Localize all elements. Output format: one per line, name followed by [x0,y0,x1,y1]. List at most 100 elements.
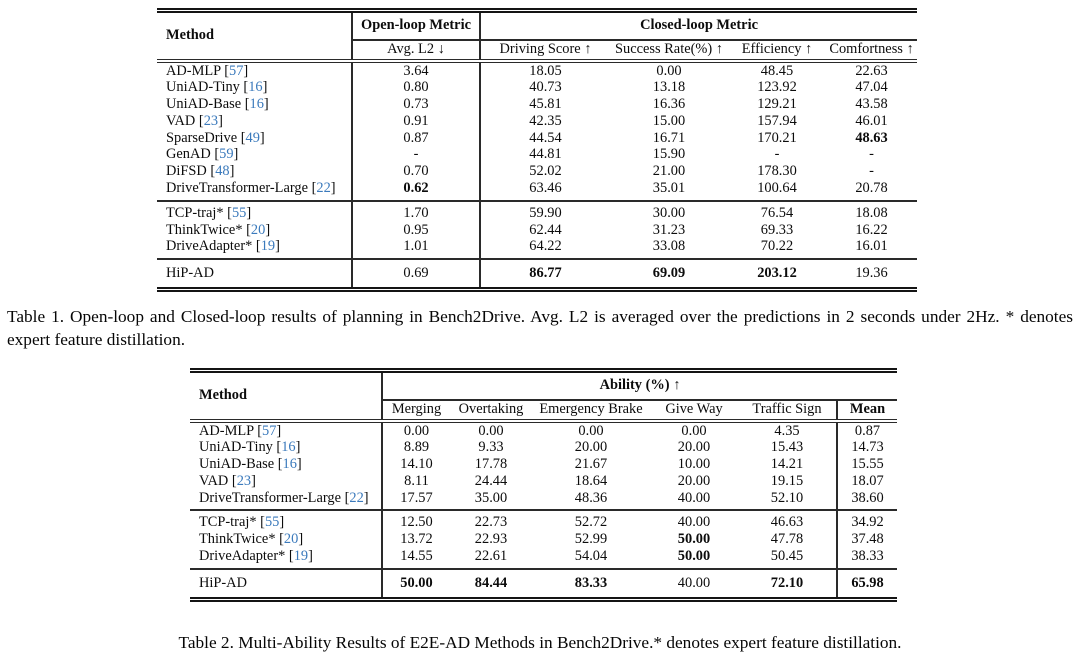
table-row: AD-MLP [57] 0.00 0.00 0.00 0.00 4.35 0.87 [190,420,898,440]
table1-body: AD-MLP [57] 3.64 18.05 0.00 48.45 22.63 UniAD-… [157,60,918,290]
value-cell: 0.87 [835,420,898,440]
citation-link[interactable]: 57 [262,422,277,439]
table-row: TCP-traj* [55] 12.50 22.73 52.72 40.00 46.63 3… [190,509,898,532]
value-cell: 40.00 [650,509,738,532]
value-cell: 21.00 [652,163,686,180]
value-cell: 22.63 [855,62,888,79]
citation-link[interactable]: 16 [282,456,297,473]
value-cell: 52.99 [574,531,608,548]
citation-link[interactable]: 16 [249,96,264,113]
table-row: GenAD [59] - 44.81 15.90 - - [157,146,917,164]
value-cell: 15.00 [652,112,686,129]
table-row: VAD [23] 8.11 24.44 18.64 20.00 19.15 18.07 [190,472,898,490]
citation-link[interactable]: 20 [250,221,266,238]
value-cell: 14.10 [381,456,450,473]
citation-link[interactable]: 22 [316,180,331,197]
citation-link[interactable]: 49 [245,129,260,146]
value-cell: 34.92 [835,509,898,532]
method-cell: TCP-traj* [55] [157,199,352,222]
method-cell: UniAD-Tiny [16] [166,79,268,96]
value-cell: 76.54 [728,199,826,222]
value-cell: 38.60 [835,489,898,511]
citation-link[interactable]: 19 [260,238,276,255]
value-cell: 12.50 [381,509,450,532]
value-cell: 0.69 [351,258,481,290]
table2-col-emergency-brake: Emergency Brake [532,399,650,423]
value-cell: 19.15 [770,472,804,489]
table2-col-mean: Mean [835,399,898,423]
citation-link[interactable]: 55 [231,204,247,221]
value-cell: 21.67 [574,456,608,473]
citation-link[interactable]: 19 [293,548,309,565]
value-cell: 69.33 [760,221,794,238]
table2-body: AD-MLP [57] 0.00 0.00 0.00 0.00 4.35 0.87 UniAD… [190,420,898,600]
table1-col-driving-score: Driving Score ↑ [480,39,610,63]
method-cell: DriveAdapter* [19] [166,238,280,255]
value-cell: 22.93 [474,531,508,548]
citation-link[interactable]: 57 [229,62,244,79]
table-row: DriveAdapter* [19] 1.01 64.22 33.08 70.22 16.… [157,238,917,260]
method-cell: ThinkTwice* [20] [166,221,271,238]
value-cell: 22.61 [474,548,508,565]
value-cell: 48.63 [855,129,888,146]
value-cell: 46.01 [855,112,888,129]
value-cell: 63.46 [529,180,562,197]
value-cell: 22.73 [450,509,532,532]
value-cell: 64.22 [529,238,562,255]
value-cell: 0.00 [381,420,450,440]
value-cell: 62.44 [529,221,562,238]
method-cell: HiP-AD [190,567,382,600]
value-cell: 17.78 [474,456,508,473]
value-cell: 0.95 [351,221,481,239]
table-row: DriveAdapter* [19] 14.55 22.61 54.04 50.00 50… [190,548,898,569]
citation-link[interactable]: 16 [248,79,263,96]
table-row: UniAD-Base [16] 0.73 45.81 16.36 129.21 43.58 [157,96,917,113]
citation-link[interactable]: 23 [236,472,252,489]
value-cell: 4.35 [774,422,800,439]
citation-link[interactable]: 23 [203,112,219,129]
table-row: DiFSD [48] 0.70 52.02 21.00 178.30 - [157,163,917,181]
method-cell: AD-MLP [57] [166,62,249,79]
method-cell: DiFSD [48] [166,163,235,180]
value-cell: 18.64 [574,472,608,489]
value-cell: 18.05 [529,62,562,79]
table2-header-ability-unit: (%) ↑ [645,377,681,394]
table-row: SparseDrive [49] 0.87 44.54 16.71 170.21 48.6… [157,129,917,147]
value-cell: 0.80 [351,79,481,97]
citation-link[interactable]: 22 [349,489,364,506]
value-cell: 20.00 [677,439,711,456]
citation-link[interactable]: 20 [283,531,299,548]
value-cell: 16.71 [652,129,686,146]
table2-multi-ability: Method Ability (%) ↑ Merging Overtaking … [190,368,898,602]
value-cell: 0.87 [351,129,481,147]
value-cell: 47.78 [770,531,804,548]
value-cell: 0.70 [351,163,481,181]
table1-caption: Table 1. Open-loop and Closed-loop resul… [7,307,1073,349]
citation-link[interactable]: 55 [264,514,280,531]
value-cell: 40.00 [650,567,738,600]
table1-header: Method Open-loop Metric Closed-loop Metr… [157,10,918,63]
table-row: DriveTransformer-Large [22] 17.57 35.00 48.… [190,489,898,511]
value-cell: 50.00 [381,567,450,600]
value-cell: 3.64 [351,60,481,80]
value-cell: 52.10 [770,489,804,506]
value-cell: 0.73 [351,96,481,113]
value-cell: 50.00 [677,531,711,548]
value-cell: 72.10 [738,567,837,600]
value-cell: 157.94 [757,112,797,129]
value-cell: 9.33 [478,439,504,456]
method-cell: HiP-AD [157,258,352,290]
value-cell: 48.36 [574,489,608,506]
value-cell: 18.07 [835,472,898,490]
method-cell: UniAD-Base [16] [199,456,302,473]
citation-link[interactable]: 16 [281,439,296,456]
value-cell: 14.55 [381,548,450,569]
table1-header-open-loop: Open-loop Metric [351,10,481,41]
table2-header: Method Ability (%) ↑ Merging Overtaking … [190,370,898,423]
value-cell: 44.81 [529,146,562,163]
citation-link[interactable]: 59 [219,146,234,163]
value-cell: 13.72 [381,531,450,549]
value-cell: 38.33 [835,548,898,569]
citation-link[interactable]: 48 [215,163,230,180]
value-cell: 45.81 [529,96,562,113]
